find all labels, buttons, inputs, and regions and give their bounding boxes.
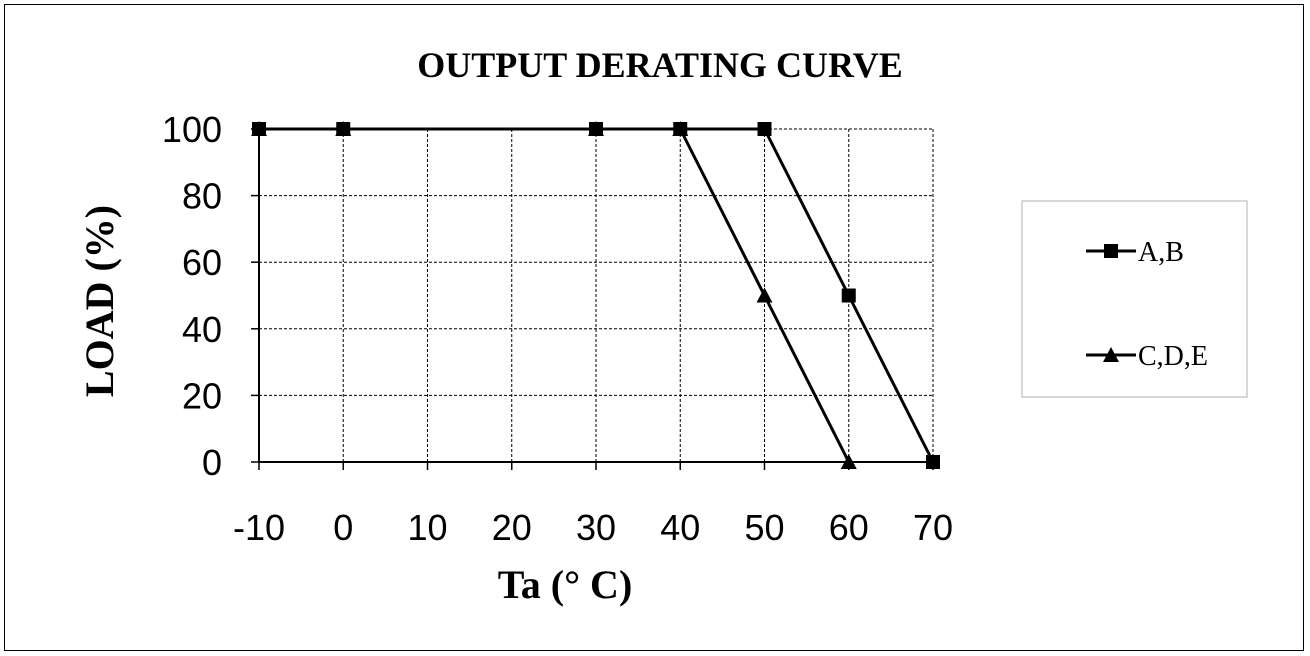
y-tick-label: 100 xyxy=(162,109,222,150)
data-point xyxy=(336,122,351,136)
legend-item: C,D,E xyxy=(1086,341,1208,372)
x-tick-label: -10 xyxy=(233,507,285,548)
data-point xyxy=(926,455,940,469)
axes xyxy=(251,128,934,470)
y-tick-label: 20 xyxy=(182,375,222,416)
series-square xyxy=(252,122,940,469)
x-tick-label: 60 xyxy=(829,507,869,548)
x-tick-labels: -10 0 10 20 30 40 50 60 70 xyxy=(233,507,953,548)
legend-box xyxy=(1021,200,1248,398)
grid xyxy=(259,128,934,462)
y-tick-label: 40 xyxy=(182,309,222,350)
x-tick-label: 0 xyxy=(333,507,353,548)
data-point xyxy=(252,122,266,136)
legend-marker xyxy=(1103,347,1119,362)
chart-title: OUTPUT DERATING CURVE xyxy=(417,45,902,85)
y-tick-label: 80 xyxy=(182,176,222,217)
derating-chart: OUTPUT DERATING CURVE 0 20 40 60 80 100 -10 0 1… xyxy=(77,45,1248,607)
data-point xyxy=(757,122,772,136)
x-tick-label: 30 xyxy=(576,507,616,548)
y-tick-labels: 0 20 40 60 80 100 xyxy=(162,109,222,483)
data-point xyxy=(673,122,688,136)
y-tick-label: 0 xyxy=(202,442,222,483)
x-tick-label: 50 xyxy=(744,507,784,548)
data-point xyxy=(756,287,773,303)
x-tick-label: 40 xyxy=(660,507,700,548)
legend-marker xyxy=(1104,244,1118,258)
chart-frame: OUTPUT DERATING CURVE 0 20 40 60 80 100 -10 0 1… xyxy=(4,4,1304,651)
legend-label: A,B xyxy=(1138,237,1184,268)
y-axis-title: LOAD (%) xyxy=(77,205,122,397)
x-tick-label: 10 xyxy=(407,507,447,548)
legend: A,B C,D,E xyxy=(1021,200,1248,398)
data-point xyxy=(841,288,856,303)
data-point xyxy=(589,122,603,136)
series-triangle xyxy=(251,121,857,469)
x-tick-label: 20 xyxy=(492,507,532,548)
data-point xyxy=(840,454,857,469)
series xyxy=(251,121,940,469)
legend-item: A,B xyxy=(1086,237,1184,268)
legend-label: C,D,E xyxy=(1138,341,1208,372)
y-tick-label: 60 xyxy=(182,242,222,283)
x-tick-label: 70 xyxy=(913,507,953,548)
x-axis-title: Ta (° C) xyxy=(498,562,633,607)
